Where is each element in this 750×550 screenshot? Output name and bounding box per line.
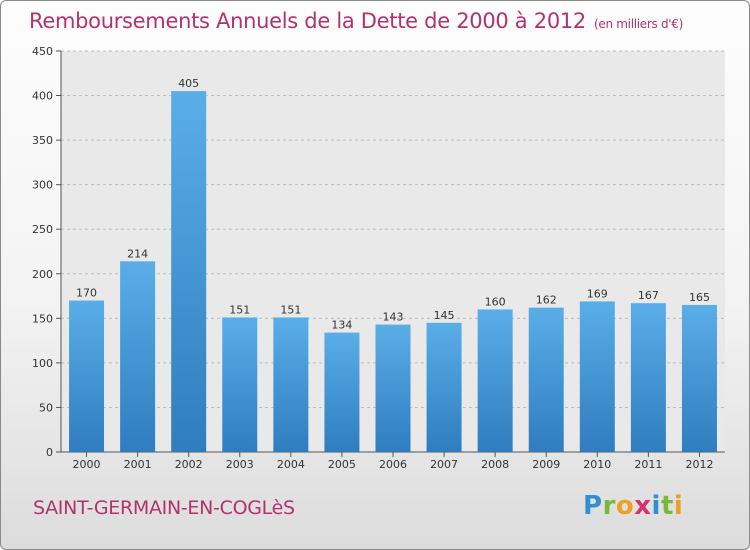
x-tick-label: 2005 xyxy=(328,458,356,471)
data-label: 134 xyxy=(331,319,352,332)
y-tick-label: 0 xyxy=(46,446,53,459)
data-label: 214 xyxy=(127,247,148,260)
data-label: 143 xyxy=(383,311,404,324)
bar-2006 xyxy=(375,324,411,452)
bar-2012 xyxy=(681,304,717,452)
x-tick-label: 2010 xyxy=(583,458,611,471)
bar-2000 xyxy=(69,300,105,452)
y-tick-label: 400 xyxy=(32,90,53,103)
x-tick-label: 2008 xyxy=(481,458,509,471)
bar-2005 xyxy=(324,332,360,452)
y-tick-label: 150 xyxy=(32,312,53,325)
x-tick-label: 2001 xyxy=(124,458,152,471)
y-tick-label: 200 xyxy=(32,268,53,281)
y-tick-label: 50 xyxy=(39,401,53,414)
bar-2002 xyxy=(171,91,207,452)
x-tick-label: 2007 xyxy=(430,458,458,471)
y-tick-label: 450 xyxy=(32,45,53,58)
x-tick-label: 2003 xyxy=(226,458,254,471)
x-tick-label: 2011 xyxy=(634,458,662,471)
data-label: 160 xyxy=(485,295,506,308)
bar-2009 xyxy=(528,307,564,452)
data-label: 170 xyxy=(76,287,97,300)
x-tick-label: 2012 xyxy=(685,458,713,471)
y-tick-label: 250 xyxy=(32,223,53,236)
chart-title: Remboursements Annuels de la Dette de 20… xyxy=(29,9,684,33)
x-tick-label: 2004 xyxy=(277,458,305,471)
data-label: 169 xyxy=(587,287,608,300)
data-label: 151 xyxy=(229,303,250,316)
y-tick-label: 350 xyxy=(32,134,53,147)
bar-2003 xyxy=(222,317,258,452)
chart-subtitle: (en milliers d'€) xyxy=(594,17,684,31)
y-tick-label: 100 xyxy=(32,357,53,370)
data-label: 165 xyxy=(689,291,710,304)
y-tick-label: 300 xyxy=(32,179,53,192)
proxiti-logo: Proxiti xyxy=(583,491,684,521)
x-tick-label: 2009 xyxy=(532,458,560,471)
x-tick-label: 2006 xyxy=(379,458,407,471)
x-tick-label: 2000 xyxy=(73,458,101,471)
bar-2004 xyxy=(273,317,309,452)
data-label: 167 xyxy=(638,289,659,302)
bar-2001 xyxy=(120,261,156,452)
bar-2008 xyxy=(477,309,513,452)
x-tick-label: 2002 xyxy=(175,458,203,471)
data-label: 145 xyxy=(434,309,455,322)
data-label: 405 xyxy=(178,77,199,90)
city-name: SAINT-GERMAIN-EN-COGLèS xyxy=(33,497,295,519)
data-label: 151 xyxy=(280,303,301,316)
bar-2007 xyxy=(426,322,462,452)
bar-2011 xyxy=(630,303,666,452)
data-label: 162 xyxy=(536,294,557,307)
bar-2010 xyxy=(579,301,615,452)
